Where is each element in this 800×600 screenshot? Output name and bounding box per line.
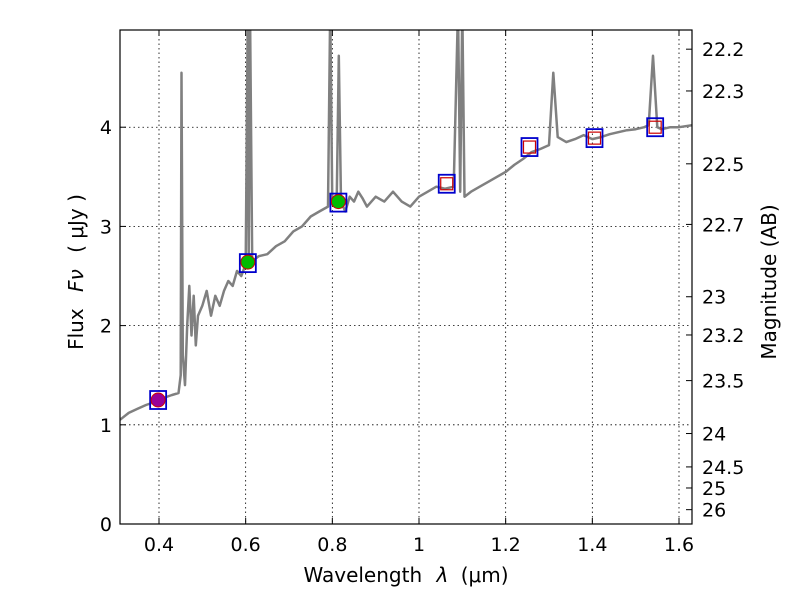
grid [120,30,692,524]
y-tick-label: 2 [100,316,112,338]
y-axis-label: Flux Fν ( μJy ) [64,194,88,350]
y-right-axis-label: Magnitude (AB) [757,204,781,359]
model-flux-box [149,390,168,410]
model-flux-box [437,173,456,194]
observed-flux-marker [648,120,662,134]
x-axis-label-symbol: λ [436,563,449,587]
photometry-point [646,117,665,138]
x-tick-label: 1 [413,534,425,556]
y-axis-label-text: Flux [64,308,88,350]
y-tick-label: 4 [100,117,112,139]
plot-frame [119,29,693,525]
ticks: 0.4 0.6 0.8 1 1.2 1.4 1.60123422.222.322.522.7… [100,30,744,556]
model-flux-box [585,128,604,149]
x-tick-label: 1.4 [577,534,607,556]
y-axis-label-symbol: Fν [64,269,88,292]
y-right-tick-label: 26 [702,500,726,522]
model-flux-box [329,192,348,213]
y-tick-label: 1 [100,415,112,437]
y-tick-label: 0 [100,514,112,536]
y-right-tick-label: 22.2 [702,39,744,61]
photometry-point [585,128,604,149]
model-flux-box [646,117,665,138]
observed-flux-marker [330,194,346,210]
observed-flux-marker [150,392,166,408]
x-tick-label: 0.6 [231,534,261,556]
y-right-tick-label: 24 [702,424,726,446]
spectrum-series [120,30,692,421]
photometry-point [437,173,456,194]
y-tick-label: 3 [100,216,112,238]
photometry-point [329,192,348,213]
model-flux-box [520,137,539,157]
observed-flux-marker [522,140,537,154]
photometry-point [520,137,539,157]
x-tick-label: 1.6 [664,534,694,556]
photometry-point [238,253,257,274]
observed-flux-marker [440,177,454,191]
y-right-tick-label: 22.5 [702,154,744,176]
photometry-series [149,117,665,410]
y-right-tick-label: 23.2 [702,325,744,347]
observed-flux-marker [587,131,602,145]
y-right-tick-label: 23.5 [702,371,744,393]
model-flux-box [238,253,257,274]
y-right-tick-label: 25 [702,478,726,500]
x-axis-label-unit: (μm) [461,563,509,587]
y-right-tick-label: 22.3 [702,81,744,103]
x-tick-label: 1.2 [491,534,521,556]
y-axis-label-unit: ( μJy ) [64,194,88,253]
x-axis-label-text: Wavelength [303,563,422,587]
y-right-tick-label: 22.7 [702,214,744,236]
x-tick-label: 0.8 [317,534,347,556]
y-right-tick-label: 23 [702,287,726,309]
y-right-tick-label: 24.5 [702,457,744,479]
photometry-point [149,390,168,410]
x-tick-label: 0.4 [144,534,174,556]
x-axis-label: Wavelength λ (μm) [303,563,508,587]
spectrum-line [120,30,692,421]
observed-flux-marker [240,254,256,270]
